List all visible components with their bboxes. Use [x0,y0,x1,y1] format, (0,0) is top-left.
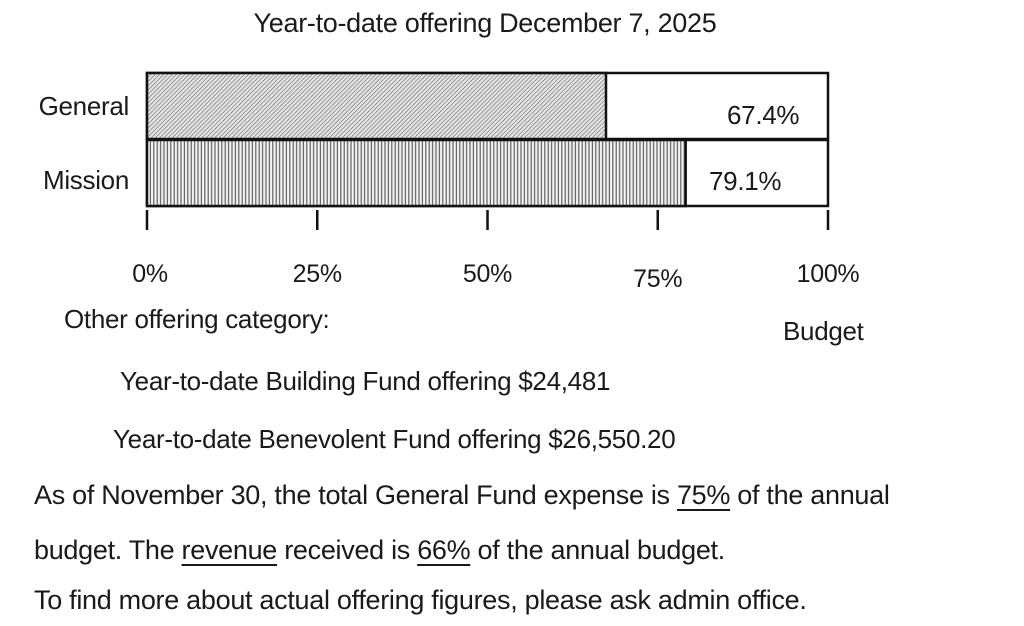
value-label-mission: 79.1% [709,166,782,196]
expense-text-post: of the annual [730,480,890,510]
expense-statement: As of November 30, the total General Fun… [34,480,890,511]
x-tick-label-1: 25% [292,260,342,288]
revenue-text-mid: received is [277,535,418,565]
bar-chart [145,71,830,230]
x-axis-label: Budget [783,316,864,346]
x-tick-label-2: 50% [462,260,513,288]
category-label-general: General [38,91,130,121]
chart-title: Year-to-date offering December 7, 2025 [253,8,717,38]
other-category-heading: Other offering category: [64,304,330,334]
revenue-text-post: of the annual budget. [470,535,726,565]
bar-general [145,71,608,141]
revenue-statement: budget. The revenue received is 66% of t… [34,535,725,566]
x-tick-label-4: 100% [796,260,860,288]
bar-mission [145,138,687,208]
x-tick-label-3: 75% [633,265,683,293]
expense-percent: 75% [676,480,731,510]
revenue-percent: 66% [417,535,471,565]
building-fund-text: Year-to-date Building Fund offering $24,… [120,366,611,396]
revenue-word: revenue [181,535,278,565]
category-label-mission: Mission [42,165,129,195]
contact-statement: To find more about actual offering figur… [34,585,807,615]
revenue-text-pre: budget. The [34,535,182,565]
x-tick-label-0: 0% [132,260,168,288]
value-label-general: 67.4% [727,100,800,130]
benevolent-fund-text: Year-to-date Benevolent Fund offering $2… [113,424,676,454]
expense-text-pre: As of November 30, the total General Fun… [34,480,677,510]
